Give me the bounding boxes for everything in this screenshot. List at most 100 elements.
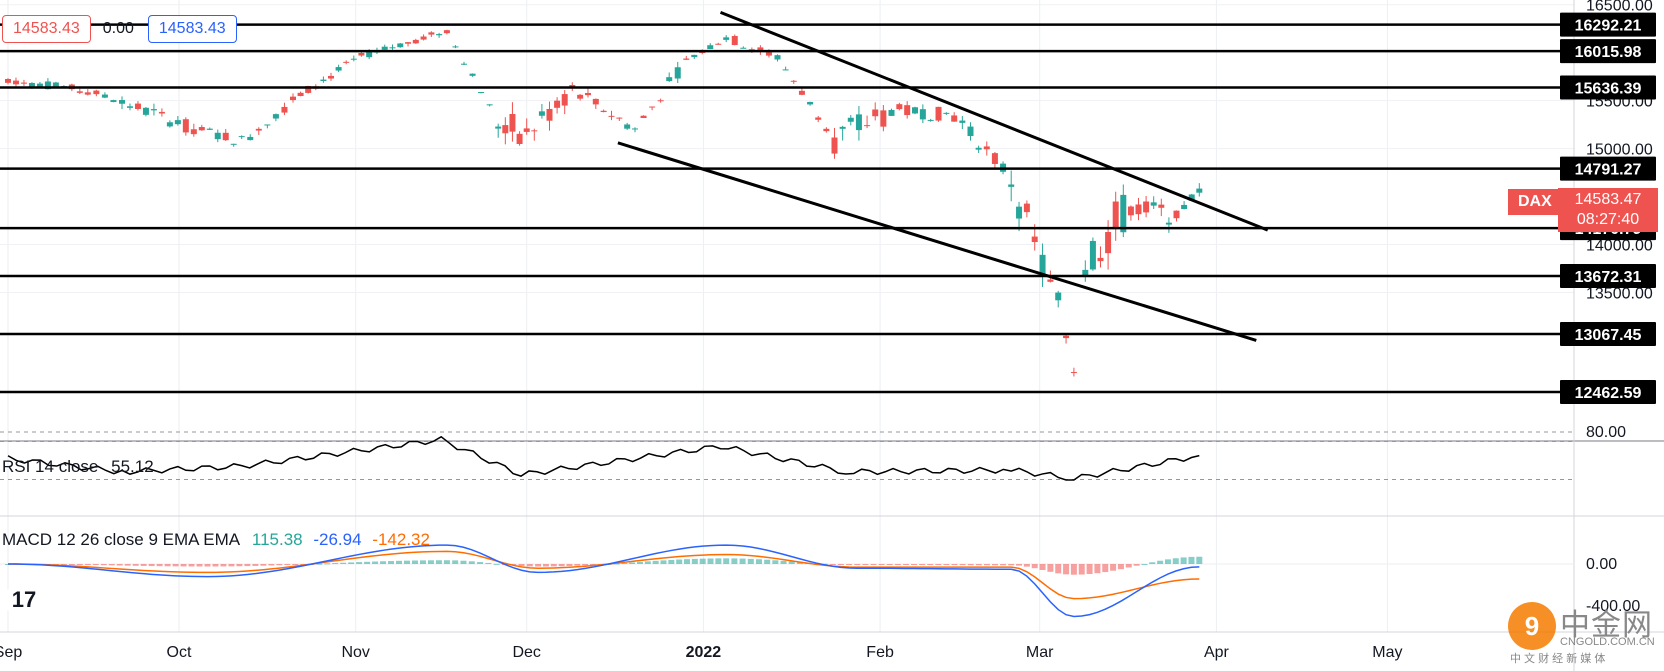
tradingview-logo[interactable]: 17: [4, 582, 44, 618]
macd-hist-bar: [356, 562, 363, 564]
macd-hist-bar: [164, 564, 171, 567]
price-readout: 14583.43 0.00 14583.43: [2, 14, 237, 44]
macd-hist-bar: [1157, 560, 1164, 564]
candle: [389, 44, 396, 50]
macd-hist-bar: [854, 564, 861, 565]
macd-hist-bar: [204, 564, 211, 567]
macd-hist-bar: [220, 564, 227, 567]
candle: [158, 108, 165, 117]
candle: [839, 125, 846, 141]
candle: [774, 54, 781, 62]
macd-hist-bar: [84, 564, 91, 565]
candle: [1039, 243, 1046, 287]
candle-body: [774, 55, 781, 60]
cngold-logo-icon: 9: [1508, 602, 1556, 650]
candle-body: [5, 78, 11, 83]
candle-body: [943, 112, 950, 114]
candle: [495, 123, 502, 138]
candle-body: [452, 46, 459, 48]
candle-body: [807, 101, 814, 105]
macd-hist-bar: [404, 560, 410, 564]
time-tick-label: Dec: [512, 644, 540, 661]
macd-hist-bar: [460, 560, 467, 564]
candle-body: [247, 136, 254, 141]
macd-hist-bar: [419, 560, 426, 564]
candle: [782, 66, 789, 71]
rsi-line: [7, 435, 1200, 481]
candle-body: [951, 115, 958, 122]
candle-body: [1120, 194, 1127, 233]
macd-hist-bar: [276, 564, 283, 566]
macd-hist-bar: [755, 559, 762, 564]
macd-tick-label: 0.00: [1586, 556, 1617, 573]
candle: [1055, 290, 1062, 308]
candle-body: [839, 126, 846, 129]
candle: [5, 78, 11, 85]
candle-body: [174, 120, 181, 125]
candle-body: [740, 47, 747, 49]
candle-body: [600, 110, 607, 113]
candle-body: [358, 52, 365, 56]
rsi-legend[interactable]: RSI 14 close 55.12: [2, 457, 154, 477]
macd-hist-bar: [340, 562, 347, 564]
macd-hist-bar: [244, 564, 251, 567]
macd-hist-bar: [1031, 564, 1038, 569]
candle: [880, 104, 887, 132]
candle: [452, 45, 459, 49]
time-tick-label: May: [1372, 644, 1402, 661]
macd-hist-bar: [212, 564, 219, 567]
candle-body: [264, 124, 271, 126]
candle: [691, 54, 698, 59]
macd-hist-bar: [1133, 564, 1140, 566]
macd-hist-bar: [260, 564, 267, 566]
candle-body: [486, 104, 493, 106]
symbol-badge[interactable]: DAX: [1508, 189, 1562, 215]
candle: [935, 106, 942, 122]
macd-hist-bar: [60, 564, 67, 565]
level-label: 12462.59: [1575, 385, 1642, 402]
candle: [798, 88, 805, 96]
macd-hist-bar: [284, 564, 291, 565]
candle: [381, 44, 388, 50]
candle-body: [523, 128, 530, 132]
candle-body: [281, 106, 288, 113]
macd-hist-bar: [935, 564, 942, 565]
macd-hist-bar: [172, 564, 179, 567]
lower-channel-trendline: [617, 141, 1257, 342]
candle-body: [1105, 232, 1112, 254]
candle-body: [657, 100, 664, 102]
candle: [640, 115, 647, 119]
candle-body: [166, 122, 173, 127]
candle: [723, 35, 730, 43]
candle-body: [699, 52, 706, 54]
candle-body: [782, 69, 789, 71]
candle: [967, 122, 974, 141]
macd-hist-bar: [1188, 556, 1195, 564]
candle-body: [1158, 204, 1165, 208]
candle: [134, 101, 141, 111]
candle-body: [790, 80, 797, 82]
candle-body: [297, 92, 304, 97]
price-tick-label: 15000.00: [1586, 142, 1653, 159]
candle-body: [935, 106, 942, 121]
candle: [847, 114, 854, 126]
time-tick-label: 2022: [686, 644, 722, 661]
candle-body: [1173, 210, 1180, 219]
macd-line-value: -26.94: [313, 530, 362, 549]
macd-hist-bar: [911, 564, 917, 565]
macd-hist-bar: [268, 564, 275, 566]
macd-hist-bar: [992, 564, 998, 566]
macd-hist-bar: [180, 564, 187, 567]
macd-hist-bar: [188, 564, 195, 567]
candle: [927, 118, 934, 122]
macd-hist-bar: [566, 564, 573, 566]
candle-body: [765, 52, 772, 56]
candle: [436, 32, 443, 38]
candle-body: [495, 126, 502, 129]
macd-legend[interactable]: MACD 12 26 close 9 EMA EMA 115.38 -26.94…: [2, 530, 430, 550]
level-label-bg: [1560, 263, 1656, 288]
candle-body: [328, 75, 334, 79]
candle: [397, 42, 404, 48]
candle-body: [975, 147, 982, 150]
